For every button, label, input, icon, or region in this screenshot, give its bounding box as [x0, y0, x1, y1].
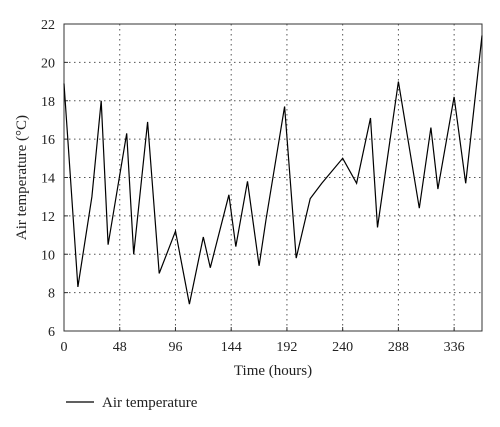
- y-tick-label: 20: [41, 56, 55, 71]
- legend-label-air-temperature: Air temperature: [102, 395, 198, 411]
- y-tick-label: 22: [41, 18, 55, 33]
- x-tick-label: 288: [388, 340, 409, 355]
- grid-lines: [64, 24, 482, 331]
- tick-labels: 0 48 96 144 192 240 288 336 6 8 10 12 14 16 18 20 22: [41, 18, 465, 355]
- y-axis-title: Air temperature (°C): [14, 115, 30, 240]
- series-line-air-temperature: [63, 35, 483, 305]
- x-tick-label: 336: [444, 340, 465, 355]
- x-tick-label: 48: [113, 340, 127, 355]
- x-axis-title: Time (hours): [234, 363, 312, 379]
- y-tick-label: 10: [41, 248, 55, 263]
- y-tick-label: 8: [48, 287, 55, 302]
- y-tick-label: 18: [41, 95, 55, 110]
- x-tick-label: 0: [61, 340, 68, 355]
- x-tick-label: 144: [221, 340, 242, 355]
- y-tick-label: 6: [48, 325, 55, 340]
- x-tick-label: 240: [332, 340, 353, 355]
- x-tick-label: 192: [276, 340, 297, 355]
- series-lines: [63, 35, 483, 305]
- y-tick-label: 14: [41, 172, 55, 187]
- y-tick-label: 12: [41, 210, 55, 225]
- axis-ticks: [63, 23, 455, 332]
- legend: Air temperature: [66, 395, 198, 411]
- x-tick-label: 96: [168, 340, 182, 355]
- y-tick-label: 16: [41, 133, 55, 148]
